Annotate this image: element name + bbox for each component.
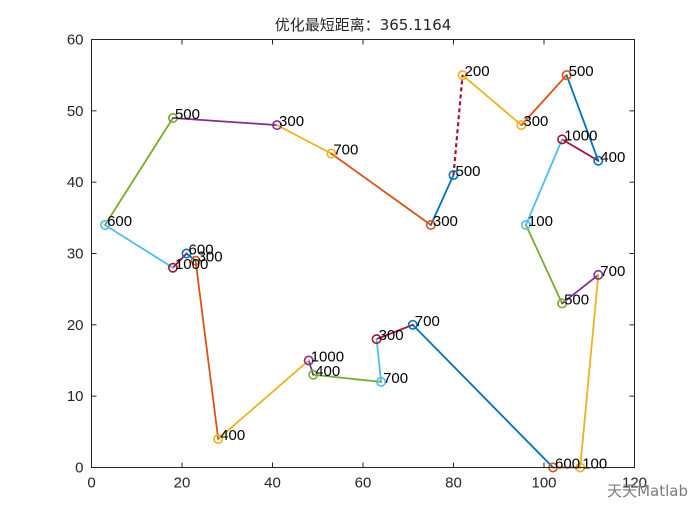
node-marker (376, 376, 387, 387)
node-marker (167, 112, 178, 123)
node-demand-label: 200 (465, 63, 490, 80)
x-tick-label: 20 (174, 475, 191, 492)
route-segment (330, 152, 432, 226)
node-marker (181, 248, 192, 259)
route-segment (429, 174, 455, 226)
route-segment (375, 338, 383, 383)
node-demand-label: 300 (198, 249, 223, 266)
node-demand-label: 600 (555, 456, 580, 473)
node-marker (593, 269, 604, 280)
node-demand-label: 100 (582, 456, 607, 473)
x-tick-label: 120 (622, 475, 647, 492)
route-segment (217, 359, 310, 440)
route-segment (185, 252, 197, 262)
node-marker (326, 148, 337, 159)
route-segment (561, 138, 600, 162)
y-tick-label: 0 (75, 460, 83, 477)
node-demand-label: 400 (315, 363, 340, 380)
chart-title: 优化最短距离：365.1164 (275, 16, 452, 34)
node-demand-label: 100 (528, 213, 553, 230)
node-labels: 2003005004001000100500700100600700300700… (107, 63, 625, 472)
node-marker (407, 319, 418, 330)
node-marker (557, 298, 568, 309)
route-segment (375, 323, 414, 341)
node-demand-label: 700 (415, 313, 440, 330)
node-marker (557, 134, 568, 145)
route-segment (276, 124, 333, 155)
axes-box (91, 39, 635, 468)
y-tick-label: 30 (67, 246, 84, 263)
node-marker (303, 355, 314, 366)
route-segment (561, 273, 600, 305)
y-tick-label: 20 (67, 317, 84, 334)
y-tick-label: 50 (67, 103, 84, 120)
route-segment (565, 74, 600, 162)
depot-link-layer (452, 75, 464, 176)
node-marker (593, 155, 604, 166)
node-demand-label: 500 (175, 106, 200, 123)
route-segment (579, 273, 600, 469)
node-marker (371, 334, 382, 345)
node-demand-label: 500 (569, 63, 594, 80)
node-marker (561, 70, 572, 81)
node-demand-label: 1000 (311, 349, 344, 366)
node-demand-label: 600 (189, 242, 214, 259)
node-marker (272, 120, 283, 131)
node-marker (190, 255, 201, 266)
node-demand-label: 700 (333, 142, 358, 159)
node-demand-label: 1000 (564, 127, 597, 144)
x-tick-label: 100 (531, 475, 556, 492)
node-demand-label: 400 (600, 149, 625, 166)
route-segment (172, 252, 188, 269)
route-segment (520, 74, 568, 126)
plot-area (91, 39, 635, 468)
node-marker (425, 219, 436, 230)
node-demand-label: 700 (383, 370, 408, 387)
route-segment (525, 138, 563, 226)
route-segment (411, 323, 554, 469)
route-segment (194, 259, 220, 440)
node-demand-label: 500 (456, 163, 481, 180)
node-marker (516, 120, 527, 131)
x-tick-label: 40 (264, 475, 281, 492)
route-segment (461, 74, 523, 126)
route-segment (307, 359, 315, 376)
y-tick-label: 10 (67, 388, 84, 405)
x-tick-label: 0 (87, 475, 95, 492)
x-tick-label: 80 (445, 475, 462, 492)
node-marker (520, 219, 531, 230)
node-demand-label: 1000 (175, 256, 208, 273)
node-marker (100, 219, 111, 230)
node-marker (457, 70, 468, 81)
node-marker (167, 262, 178, 273)
route-segment (104, 224, 174, 269)
node-demand-label: 700 (600, 263, 625, 280)
route-segment (525, 224, 563, 305)
route-segment (312, 373, 383, 383)
x-tick-label: 60 (355, 475, 372, 492)
node-demand-label: 300 (433, 213, 458, 230)
y-tick-label: 60 (67, 32, 84, 49)
node-demand-label: 500 (564, 291, 589, 308)
node-demand-label: 400 (220, 427, 245, 444)
route-segments (104, 74, 600, 469)
node-marker (448, 170, 459, 181)
node-marker (308, 369, 319, 380)
axis-ticks: 0 20 40 60 80 100 120 0 10 20 30 40 50 60 (67, 32, 647, 492)
node-marker (213, 433, 224, 444)
node-demand-label: 300 (523, 113, 548, 130)
node-demand-label: 300 (279, 113, 304, 130)
depot-link (452, 75, 464, 176)
route-segment (104, 117, 174, 226)
y-tick-label: 40 (67, 174, 84, 191)
node-demand-label: 300 (379, 327, 404, 344)
watermark: 天天Matlab (607, 482, 688, 500)
route-segment (172, 117, 278, 126)
node-demand-label: 600 (107, 213, 132, 230)
